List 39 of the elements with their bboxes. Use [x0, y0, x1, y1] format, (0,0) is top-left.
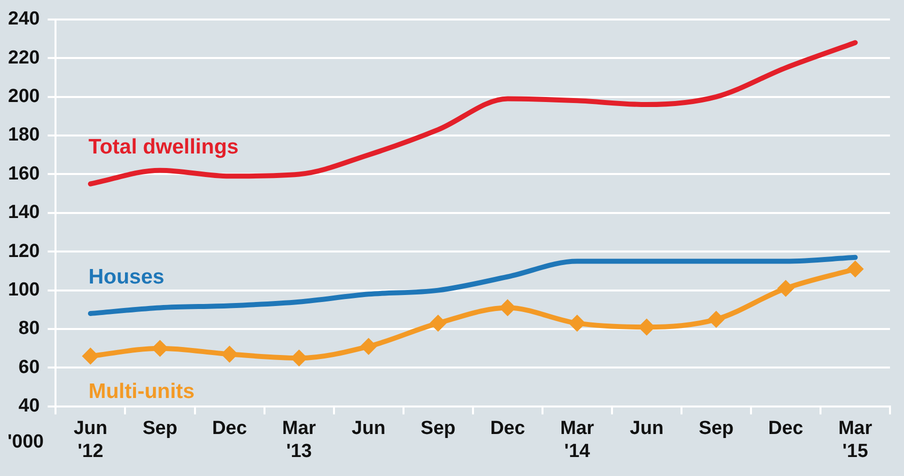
y-tick-label: 240: [8, 8, 40, 30]
series-label: Houses: [88, 265, 164, 288]
x-tick-label: Sep: [142, 418, 178, 440]
point: [82, 348, 98, 364]
y-tick-label: 40: [18, 396, 40, 417]
x-tick-label: Jun: [630, 418, 664, 440]
point: [848, 262, 863, 277]
y-tick-label: 160: [8, 163, 40, 184]
y-tick-label: 100: [8, 280, 40, 301]
point: [778, 280, 794, 296]
y-axis-title: '000: [7, 432, 44, 453]
y-tick-label: 120: [8, 240, 40, 262]
x-tick-label: Jun '12: [74, 418, 108, 462]
series-label: Total dwellings: [88, 136, 239, 159]
y-tick-label: 60: [18, 356, 40, 378]
point: [222, 346, 238, 362]
x-tick-label: Mar '13: [282, 418, 317, 462]
point: [430, 316, 446, 331]
x-tick-label: Mar '15: [838, 418, 873, 462]
point: [639, 320, 654, 335]
point: [570, 316, 585, 331]
x-tick-label: Dec: [490, 418, 526, 440]
x-tick-label: Sep: [420, 418, 456, 440]
x-tick-label: Jun: [352, 418, 386, 440]
series-label: Multi-units: [88, 380, 195, 403]
x-tick-label: Mar '14: [560, 418, 595, 462]
x-tick-label: Dec: [212, 418, 248, 440]
y-tick-label: 200: [8, 86, 40, 108]
point: [708, 312, 724, 327]
x-tick-label: Dec: [768, 418, 804, 440]
y-tick-label: 80: [18, 318, 40, 340]
y-tick-label: 180: [8, 124, 40, 146]
x-tick-label: Sep: [698, 418, 734, 440]
y-tick-label: 220: [8, 47, 40, 68]
y-tick-label: 140: [8, 202, 40, 224]
point: [152, 340, 168, 356]
point: [292, 350, 307, 366]
point: [361, 338, 376, 354]
point: [500, 300, 516, 316]
